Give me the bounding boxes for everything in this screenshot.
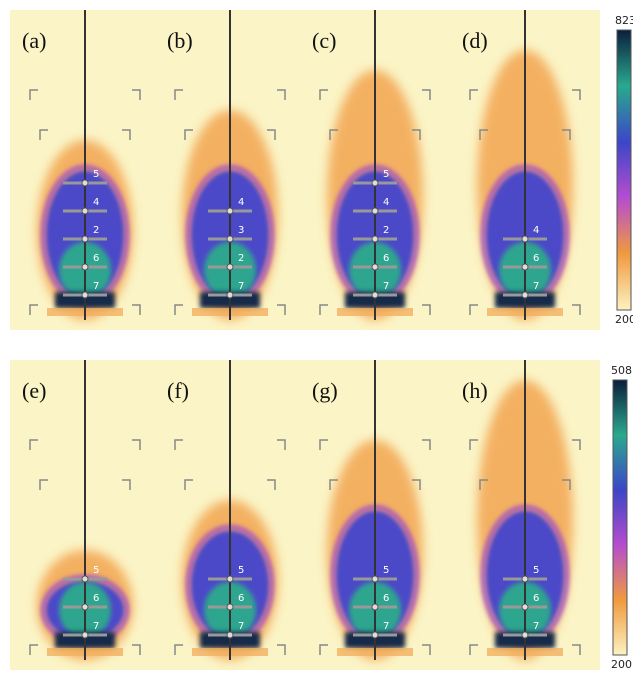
sensor [82,632,88,638]
sensor-label: 7 [383,621,389,632]
sensor-label: 7 [533,621,539,632]
colorbar-max: 823 [615,14,633,27]
sensor-label: 2 [93,225,99,236]
panel-label: (g) [312,378,338,403]
sensor-label: 2 [238,253,244,264]
sensor-label: 7 [93,281,99,292]
sensor-label: 4 [93,197,99,208]
sensor-label: 6 [533,253,539,264]
sensor [522,604,528,610]
colorbar-min: 200 [615,313,633,326]
sensor [227,604,233,610]
sensor-label: 6 [93,253,99,264]
panel-label: (f) [167,378,189,403]
sensor [372,604,378,610]
colorbar [613,380,627,655]
sensor-label: 3 [238,225,244,236]
sensor [82,292,88,298]
sensor-label: 7 [533,281,539,292]
sensor-label: 5 [238,565,244,576]
sensor [82,576,88,582]
sensor-label: 6 [238,593,244,604]
panel-label: (d) [462,28,488,53]
panel-label: (a) [22,28,46,53]
sensor [227,208,233,214]
sensor-label: 7 [238,281,244,292]
sensor [227,264,233,270]
sensor [372,292,378,298]
sensor-label: 6 [93,593,99,604]
figure: 5 4 2 6 7 (a) 4 3 2 7 (b) 5 4 2 6 7 (c) 4 6 7 (d) 5 6 7 (e) 5 6 7 (f… [0,0,633,674]
sensor [227,236,233,242]
sensor [522,236,528,242]
sensor [82,180,88,186]
sensor-label: 7 [238,621,244,632]
sensor-label: 6 [383,253,389,264]
colorbar [617,30,631,310]
sensor-label: 7 [93,621,99,632]
sensor [227,632,233,638]
sensor [372,632,378,638]
sensor [227,576,233,582]
sensor-label: 5 [93,169,99,180]
sensor [82,264,88,270]
panel-label: (h) [462,378,488,403]
sensor-label: 2 [383,225,389,236]
sensor [522,264,528,270]
sensor-label: 6 [383,593,389,604]
sensor [372,236,378,242]
sensor [82,604,88,610]
sensor [227,292,233,298]
sensor-label: 4 [238,197,244,208]
sensor-label: 7 [383,281,389,292]
panel-label: (e) [22,378,46,403]
panel-label: (b) [167,28,193,53]
panel-label: (c) [312,28,336,53]
sensor-label: 6 [533,593,539,604]
sensor [372,180,378,186]
sensor [372,576,378,582]
sensor-label: 5 [383,169,389,180]
sensor [82,208,88,214]
sensor-label: 4 [383,197,389,208]
sensor [522,576,528,582]
sensor [372,208,378,214]
sensor-label: 5 [93,565,99,576]
colorbar-max: 508 [611,364,632,377]
sensor [372,264,378,270]
sensor [522,632,528,638]
sensor [522,292,528,298]
sensor-label: 4 [533,225,539,236]
sensor [82,236,88,242]
sensor-label: 5 [383,565,389,576]
colorbar-min: 200 [611,658,632,671]
sensor-label: 5 [533,565,539,576]
